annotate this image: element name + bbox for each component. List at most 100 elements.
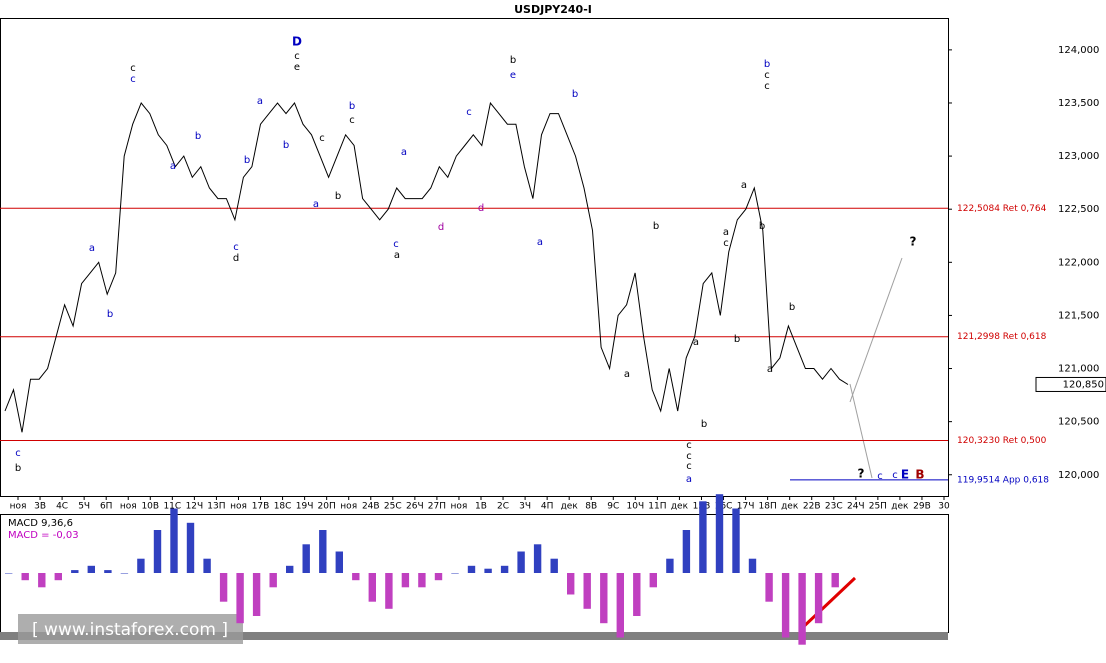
- wave-label: b: [764, 59, 770, 70]
- macd-bar: [451, 573, 459, 574]
- wave-label: c: [15, 448, 21, 459]
- x-tick-label: дек: [781, 502, 799, 512]
- macd-bar: [616, 573, 624, 638]
- y-tick-label: 120,000: [1058, 470, 1099, 481]
- wave-label: a: [401, 147, 407, 158]
- x-tick-label: дек: [561, 502, 579, 512]
- macd-bar: [699, 501, 707, 573]
- y-tick-label: 123,500: [1058, 98, 1099, 109]
- macd-bar: [500, 565, 509, 573]
- macd-bar: [71, 570, 79, 573]
- wave-label: a: [313, 199, 319, 210]
- level-label: 120,3230 Ret 0,500: [957, 436, 1047, 446]
- macd-title: MACD 9,36,6: [8, 518, 73, 529]
- x-tick-label: 3Ч: [519, 502, 531, 512]
- forecast-line: [849, 383, 873, 479]
- x-tick-label: 4С: [56, 502, 68, 512]
- wave-label: c: [319, 133, 325, 144]
- macd-bar: [153, 530, 162, 573]
- macd-bar: [550, 558, 558, 573]
- wave-label: a: [741, 180, 747, 191]
- wave-label: c: [892, 470, 898, 481]
- macd-bar: [137, 558, 145, 573]
- macd-bar: [798, 573, 806, 645]
- macd-bar: [418, 573, 426, 588]
- macd-bar: [814, 573, 823, 624]
- x-tick-label: 4П: [541, 502, 554, 512]
- macd-bar: [252, 573, 261, 616]
- wave-label: c: [686, 440, 692, 451]
- x-tick-label: ноя: [451, 502, 468, 512]
- scrollbar: [0, 632, 948, 640]
- wave-label: b: [572, 89, 578, 100]
- level-label: 121,2998 Ret 0,618: [957, 332, 1047, 342]
- x-tick-label: 24В: [362, 502, 380, 512]
- wave-label: a: [89, 243, 95, 254]
- x-tick-label: 8В: [585, 502, 597, 512]
- x-tick-label: ноя: [340, 502, 357, 512]
- macd-bar: [831, 573, 839, 588]
- wave-label: b: [349, 101, 355, 112]
- macd-bar: [302, 544, 310, 573]
- wave-label: c: [233, 242, 239, 253]
- macd-bar: [352, 573, 360, 581]
- y-tick-label: 121,000: [1058, 364, 1099, 375]
- macd-value: MACD = -0,03: [8, 530, 79, 541]
- wave-label: b: [15, 463, 21, 474]
- x-tick-label: 11П: [648, 502, 666, 512]
- wave-label: a: [767, 364, 773, 375]
- macd-bar: [567, 573, 575, 595]
- wave-label: E: [901, 468, 909, 482]
- x-tick-label: 24Ч: [847, 502, 865, 512]
- macd-bar: [732, 508, 740, 573]
- wave-label: a: [257, 96, 263, 107]
- macd-bar: [467, 565, 476, 573]
- price-line: [4, 101, 849, 433]
- wave-label: c: [466, 107, 472, 118]
- current-price-box: [1035, 376, 1106, 392]
- macd-bar: [236, 573, 244, 624]
- wave-label: ?: [910, 235, 917, 249]
- wave-label: b: [283, 140, 289, 151]
- wave-label: b: [510, 55, 516, 66]
- macd-bar: [666, 558, 674, 573]
- macd-bar: [633, 573, 641, 616]
- macd-bar: [104, 570, 112, 573]
- macd-bar: [269, 573, 277, 588]
- wave-label: b: [195, 131, 201, 142]
- x-tick-label: 16С: [715, 502, 733, 512]
- wave-label: d: [233, 253, 239, 264]
- x-tick-label: 10В: [141, 502, 159, 512]
- wave-label: b: [701, 419, 707, 430]
- wave-label: c: [686, 461, 692, 472]
- macd-bar: [385, 573, 393, 609]
- x-tick-label: дек: [891, 502, 909, 512]
- macd-bar: [203, 558, 211, 573]
- wave-label: c: [393, 239, 399, 250]
- price-frame: [0, 18, 949, 497]
- wave-label: b: [107, 309, 113, 320]
- macd-bar: [5, 573, 13, 574]
- macd-bar: [219, 573, 228, 602]
- wave-label: c: [130, 63, 136, 74]
- wave-label: b: [244, 155, 250, 166]
- wave-label: d: [478, 203, 484, 214]
- x-tick-label: 26Ч: [406, 502, 424, 512]
- macd-bar: [765, 573, 773, 602]
- wave-label: b: [734, 334, 740, 345]
- wave-label: c: [686, 451, 692, 462]
- macd-bar: [434, 573, 443, 581]
- wave-label: c: [723, 238, 729, 249]
- x-tick-label: ноя: [230, 502, 247, 512]
- x-tick-label: 6П: [100, 502, 113, 512]
- level-label: 119,9514 App 0,618: [957, 475, 1049, 485]
- x-tick-label: 23С: [825, 502, 843, 512]
- x-tick-label: 17Ч: [737, 502, 755, 512]
- wave-label: c: [877, 471, 883, 482]
- wave-label: e: [294, 62, 300, 73]
- x-tick-label: 18П: [759, 502, 777, 512]
- x-tick-label: 19Ч: [296, 502, 314, 512]
- macd-bar: [286, 565, 294, 573]
- wave-label: d: [438, 222, 444, 233]
- wave-label: b: [759, 221, 765, 232]
